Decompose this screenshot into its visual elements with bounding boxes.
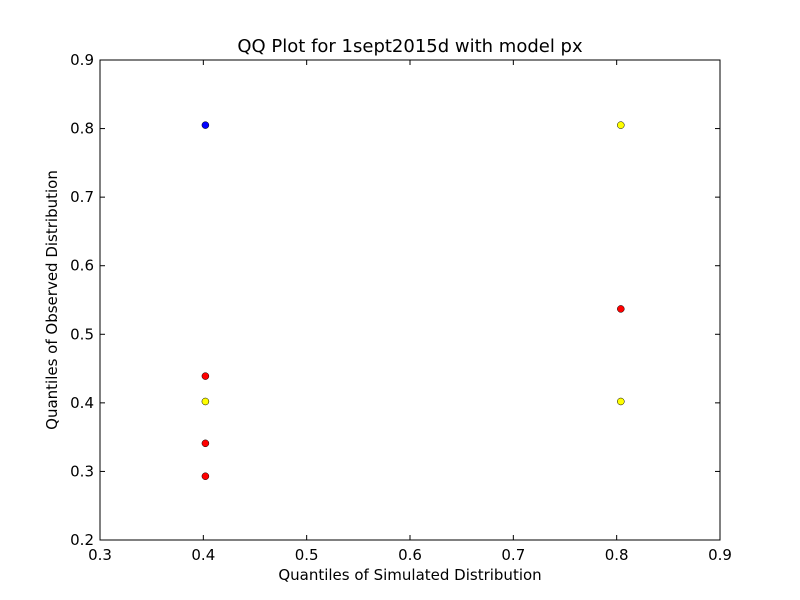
- data-points: [201, 121, 625, 480]
- data-point: [617, 397, 625, 406]
- y-tick-label: 0.5: [70, 325, 94, 343]
- y-tick-label: 0.3: [70, 462, 94, 480]
- y-tick-label: 0.4: [70, 394, 94, 412]
- y-axis-ticks: 0.2 0.3 0.4 0.5 0.6 0.7 0.8 0.9: [70, 51, 720, 549]
- chart-title: QQ Plot for 1sept2015d with model px: [237, 36, 583, 57]
- data-point: [201, 472, 210, 480]
- data-point: [201, 397, 210, 406]
- x-axis-label: Quantiles of Simulated Distribution: [278, 566, 541, 584]
- x-tick-label: 0.5: [295, 546, 319, 564]
- y-axis-label: Quantiles of Observed Distribution: [43, 170, 61, 430]
- y-tick-label: 0.6: [70, 257, 94, 275]
- y-tick-label: 0.2: [70, 531, 94, 549]
- x-tick-label: 0.7: [501, 546, 525, 564]
- x-tick-label: 0.9: [708, 546, 732, 564]
- data-point: [617, 121, 625, 129]
- x-tick-label: 0.8: [605, 546, 629, 564]
- x-tick-label: 0.4: [191, 546, 215, 564]
- y-tick-label: 0.9: [70, 51, 94, 69]
- data-point: [617, 305, 625, 313]
- x-tick-label: 0.3: [88, 546, 112, 564]
- x-tick-label: 0.6: [398, 546, 422, 564]
- data-point: [201, 121, 210, 129]
- plot-area-frame: [99, 59, 721, 541]
- x-axis-ticks: 0.3 0.4 0.5 0.6 0.7 0.8 0.9: [88, 60, 732, 564]
- y-tick-label: 0.8: [70, 120, 94, 138]
- y-tick-label: 0.7: [70, 188, 94, 206]
- data-point: [201, 439, 210, 448]
- data-point: [201, 372, 210, 380]
